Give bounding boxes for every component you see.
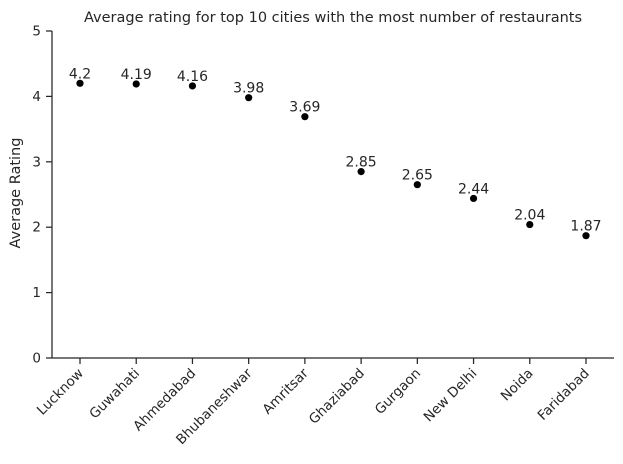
y-tick-label: 5: [32, 24, 41, 40]
data-point: [526, 220, 534, 229]
data-point: [188, 82, 197, 90]
data-point: [245, 94, 253, 102]
y-tick-label: 2: [32, 220, 41, 236]
x-tick-label: New Delhi: [421, 366, 481, 426]
data-point: [469, 194, 478, 203]
data-label: 1.87: [570, 219, 601, 235]
data-points: [76, 79, 590, 240]
y-axis-ticks: 0 1 2 3 4 5: [32, 24, 52, 367]
chart-title: Average rating for top 10 cities with th…: [84, 10, 582, 26]
y-tick-label: 0: [32, 351, 41, 367]
y-axis-label: Average Rating: [8, 138, 24, 249]
data-label: 4.16: [177, 69, 208, 85]
data-label: 2.44: [458, 181, 489, 197]
x-tick-label: Faridabad: [535, 366, 593, 424]
y-tick-label: 1: [32, 285, 41, 301]
data-label: 4.2: [69, 66, 91, 82]
data-point: [582, 232, 590, 240]
x-tick-label: Guwahati: [86, 366, 143, 423]
x-tick-label: Noida: [498, 366, 537, 405]
data-label: 3.98: [233, 81, 264, 97]
x-tick-label: Ghaziabad: [306, 366, 368, 428]
y-tick-label: 4: [32, 89, 41, 105]
data-point: [132, 80, 140, 88]
data-point: [413, 181, 421, 189]
data-label: 2.04: [514, 208, 545, 224]
data-label: 2.65: [402, 168, 433, 184]
data-labels: 4.2 4.19 4.16 3.98 3.69 2.85 2.65 2.44 2.04 1.87: [69, 66, 602, 234]
data-label: 4.19: [121, 67, 152, 83]
y-tick-label: 3: [32, 154, 41, 170]
data-label: 3.69: [289, 100, 320, 116]
data-point: [76, 79, 84, 87]
x-tick-label: Lucknow: [34, 366, 87, 419]
data-point: [357, 168, 365, 176]
data-label: 2.85: [346, 155, 377, 171]
x-tick-label: Amritsar: [260, 365, 313, 418]
x-tick-label: Gurgaon: [372, 366, 424, 418]
data-point: [301, 113, 309, 121]
